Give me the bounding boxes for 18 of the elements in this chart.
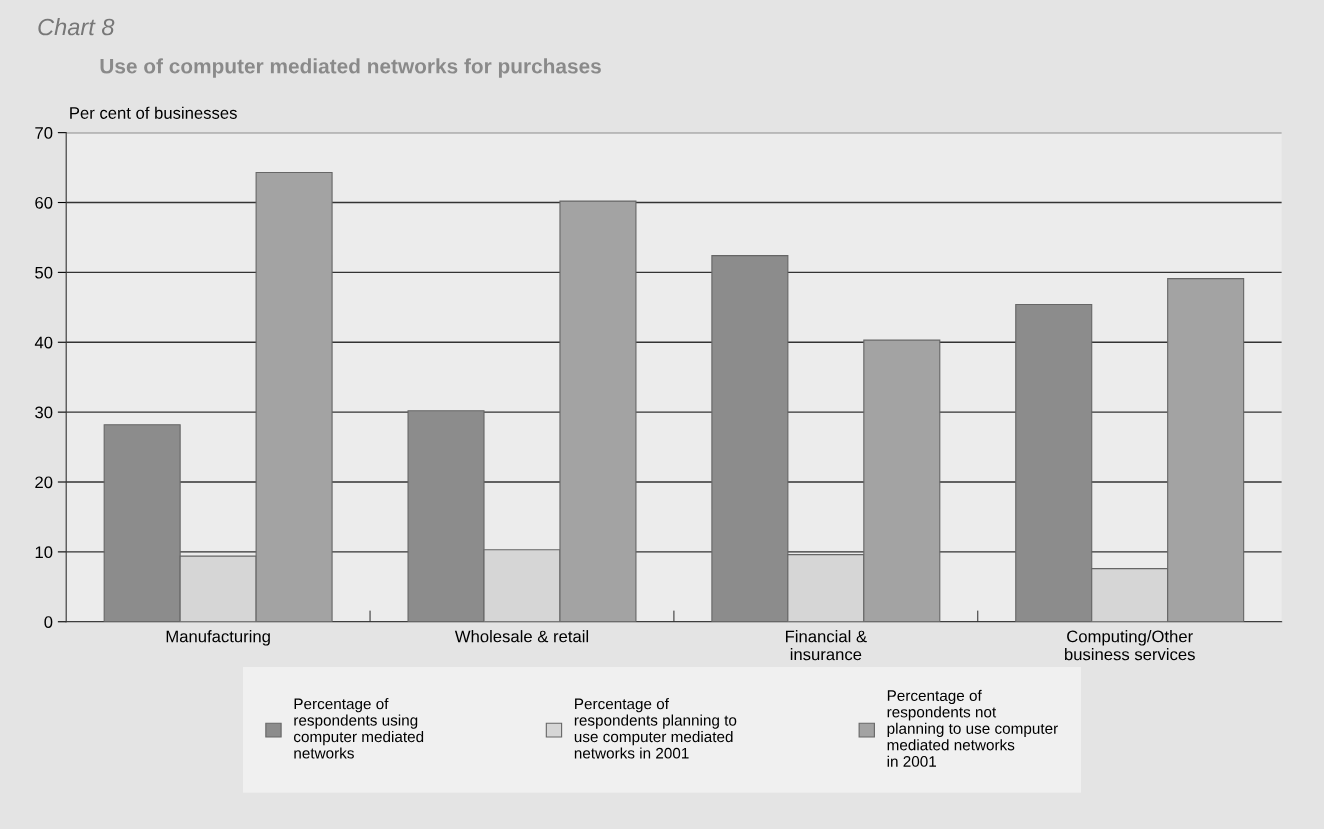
chart-subtitle: Use of computer mediated networks for purchases	[100, 58, 601, 78]
legend-label: Percentage of respondents planning to use computer mediated networks in 2001	[574, 698, 737, 759]
y-axis-title: Per cent of businesses	[70, 106, 237, 119]
chart-title: Chart 8	[38, 18, 115, 36]
x-tick-label: Wholesale & retail	[454, 630, 589, 643]
y-tick-label: 20	[35, 476, 53, 489]
y-tick-label: 60	[35, 196, 53, 209]
x-tick-label: Computing/Other business services	[1065, 630, 1195, 661]
y-tick-label: 50	[35, 266, 53, 279]
y-tick-label: 10	[35, 546, 53, 559]
x-tick-label: Manufacturing	[166, 630, 270, 646]
y-tick-label: 40	[34, 336, 53, 349]
legend-label: Percentage of respondents using computer mediated networks	[293, 698, 424, 759]
x-tick-label: Financial & insurance	[785, 630, 867, 661]
y-tick-label: 30	[35, 406, 53, 419]
legend-label: Percentage of respondents not planning to use computer mediated networks in 2001	[887, 689, 1058, 767]
y-tick-label: 0	[44, 616, 53, 628]
y-tick-label: 70	[35, 127, 53, 139]
